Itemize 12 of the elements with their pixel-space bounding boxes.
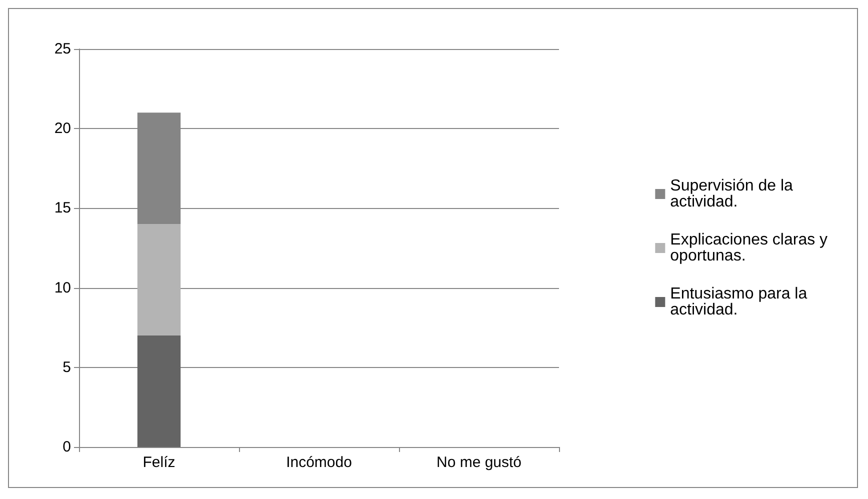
- y-tick-label: 20: [54, 120, 71, 138]
- legend-label: Entusiasmo para la actividad.: [670, 286, 812, 318]
- x-tick-label: Incómodo: [286, 454, 352, 471]
- x-tick-label: No me gustó: [436, 454, 522, 471]
- legend-label: Explicaciones claras y oportunas.: [670, 232, 832, 264]
- y-tick-label: 5: [62, 358, 71, 376]
- x-tick-label: Felíz: [142, 454, 176, 471]
- y-tick-label: 15: [54, 200, 71, 217]
- y-tick-label: 10: [54, 279, 71, 296]
- y-tick-label: 25: [54, 40, 71, 58]
- y-tick-label: 0: [62, 438, 71, 456]
- legend-label: Supervisión de la actividad.: [670, 178, 798, 210]
